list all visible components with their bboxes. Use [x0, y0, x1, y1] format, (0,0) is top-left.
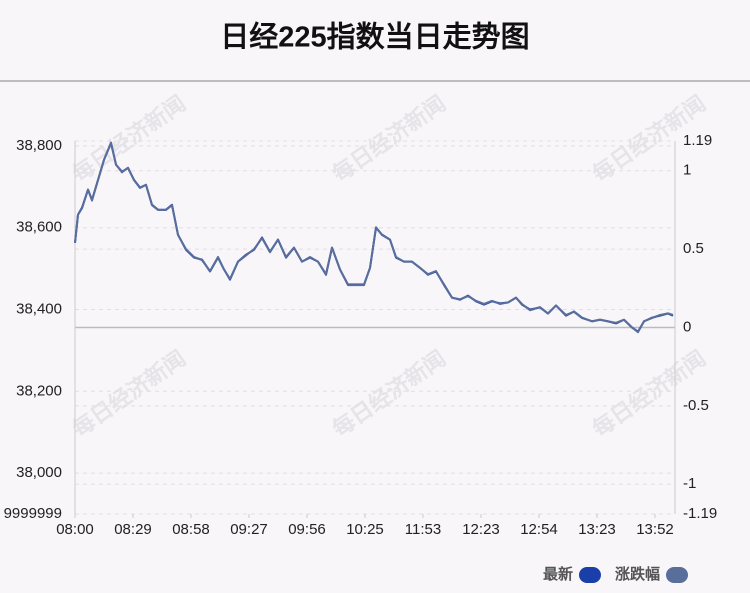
watermark: 每日经济新闻	[328, 91, 450, 187]
y-tick-label: 9999999	[4, 505, 62, 522]
x-tick-label: 08:00	[56, 521, 94, 538]
x-tick-label: 13:52	[636, 521, 674, 538]
x-tick-label: 08:29	[114, 521, 152, 538]
chart-title: 日经225指数当日走势图	[220, 20, 529, 54]
x-tick-label: 11:53	[405, 521, 441, 538]
x-tick-label: 13:23	[578, 521, 616, 538]
x-tick-label: 08:58	[172, 521, 210, 538]
legend-label: 涨跌幅	[615, 565, 660, 583]
y-tick-label: 38,400	[16, 300, 62, 317]
x-tick-label: 09:27	[230, 521, 268, 538]
x-tick-label: 10:25	[346, 521, 384, 538]
y2-tick-label: -0.5	[683, 397, 709, 414]
legend-swatch	[666, 567, 688, 583]
y-tick-label: 38,600	[16, 219, 62, 236]
watermark: 每日经济新闻	[68, 91, 190, 187]
y-tick-label: 38,200	[16, 382, 62, 399]
legend-label: 最新	[543, 565, 573, 583]
y2-tick-label: -1	[683, 475, 696, 492]
legend-swatch	[578, 567, 601, 583]
y-tick-label: 38,000	[16, 464, 62, 481]
y2-tick-label: -1.19	[683, 505, 717, 522]
y-tick-label: 38,800	[16, 137, 62, 154]
y2-tick-label: 1	[683, 162, 691, 179]
watermark: 每日经济新闻	[68, 346, 190, 442]
series-line	[74, 141, 674, 334]
y2-tick-label: 0	[683, 318, 691, 335]
y2-tick-label: 0.5	[683, 240, 704, 257]
x-tick-label: 09:56	[288, 521, 326, 538]
watermark: 每日经济新闻	[328, 346, 450, 442]
y2-tick-label: 1.19	[683, 132, 712, 149]
watermark: 每日经济新闻	[588, 346, 710, 442]
x-tick-label: 12:54	[520, 521, 558, 538]
x-tick-label: 12:23	[462, 521, 500, 538]
